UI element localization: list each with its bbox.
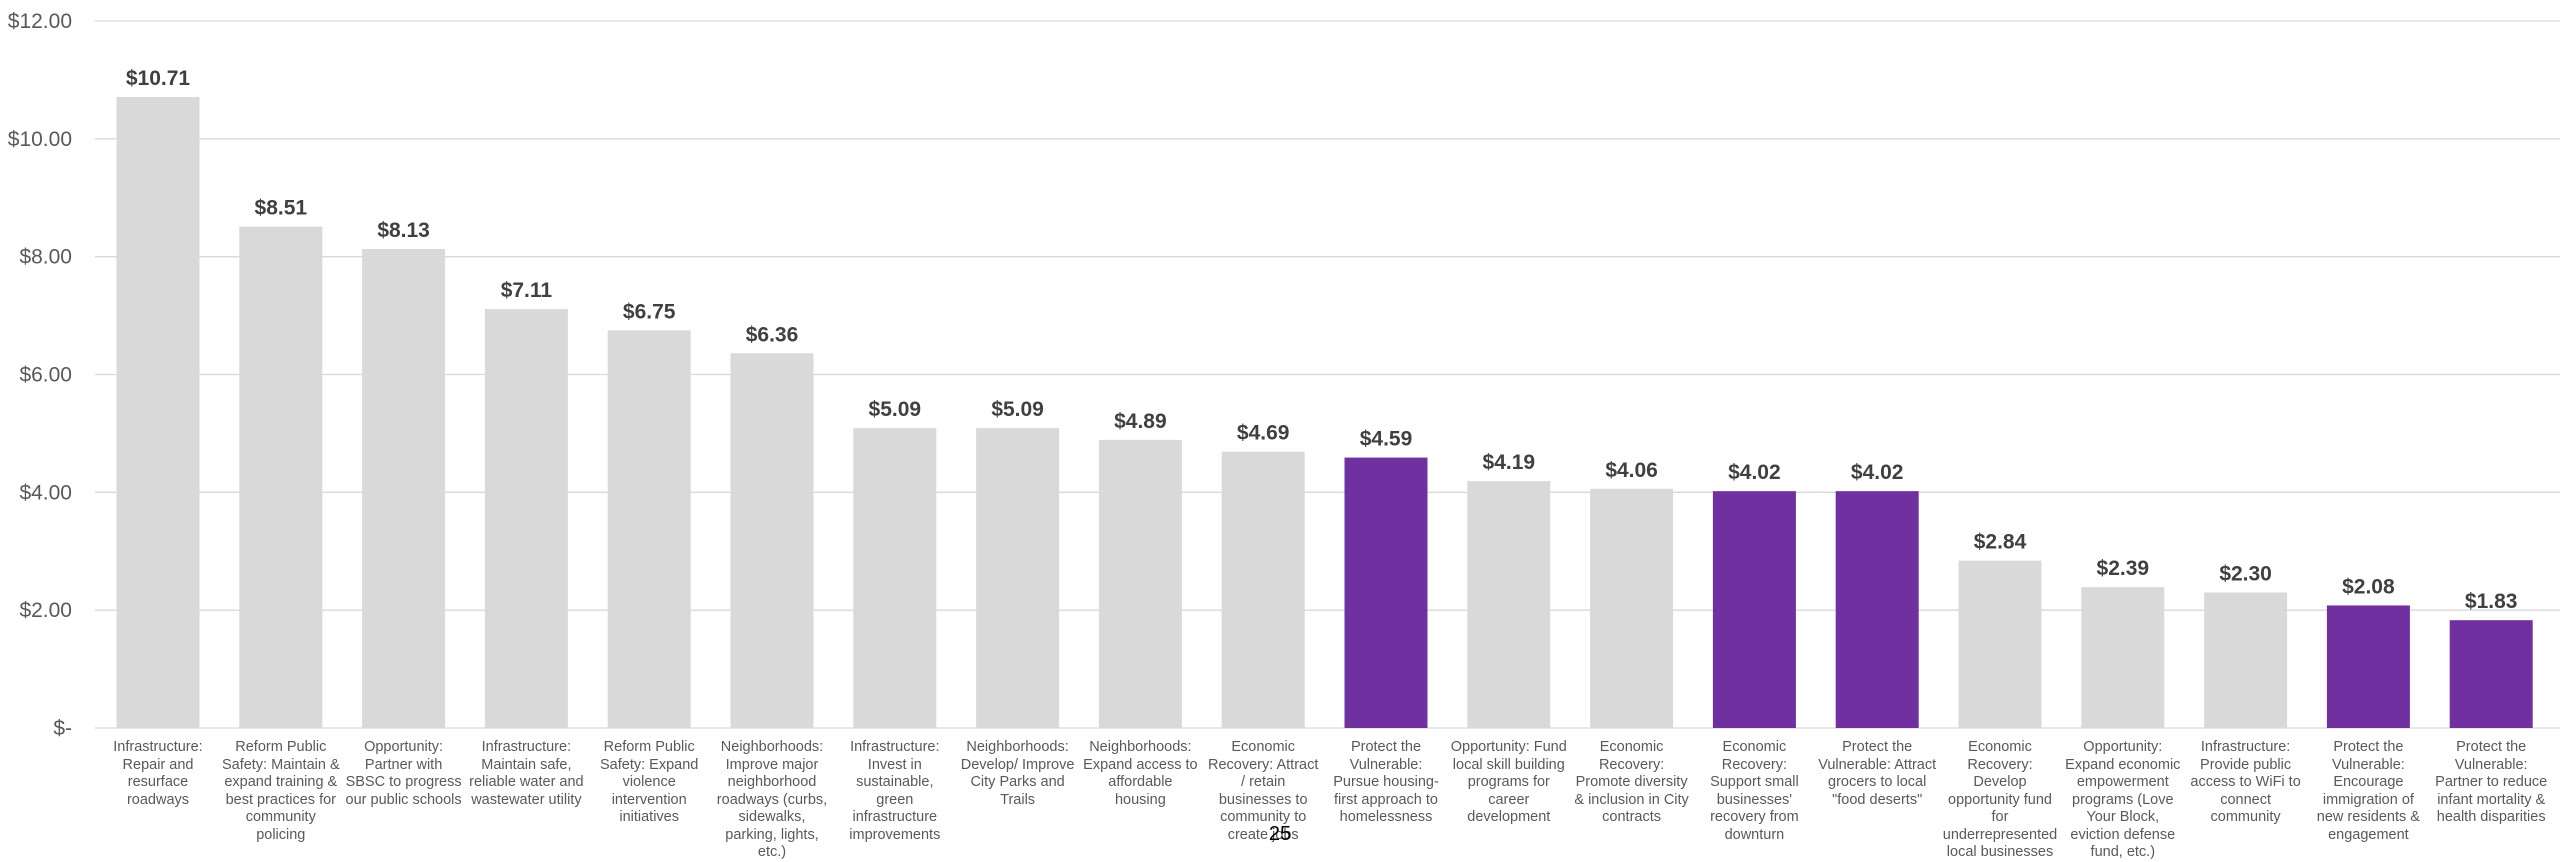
y-tick-label: $8.00 (19, 246, 72, 269)
data-label: $4.02 (1851, 461, 1904, 484)
data-label: $4.69 (1237, 422, 1290, 445)
x-tick-label: Neighborhoods: Expand access to affordab… (1083, 739, 1198, 808)
y-tick-label: $- (53, 717, 72, 740)
bar (2081, 587, 2165, 728)
bar (1344, 457, 1428, 728)
x-tick-label: Economic Recovery: Promote diversity & i… (1574, 739, 1689, 825)
y-tick-label: $6.00 (19, 364, 72, 387)
bars (116, 97, 2533, 728)
data-label: $4.19 (1483, 451, 1536, 474)
x-tick-label: Reform Public Safety: Expand violence in… (600, 739, 699, 825)
data-label: $4.02 (1728, 461, 1781, 484)
x-tick-label: Infrastructure: Repair and resurface roa… (113, 739, 203, 808)
bar (976, 428, 1060, 728)
data-label: $4.59 (1360, 428, 1413, 451)
data-label: $4.06 (1605, 459, 1658, 482)
x-tick-label: Protect the Vulnerable: Partner to reduc… (2435, 739, 2548, 825)
x-tick-label: Opportunity: Fund local skill building p… (1450, 739, 1567, 825)
data-label: $8.13 (377, 219, 430, 242)
bar (1712, 491, 1796, 728)
y-tick-label: $2.00 (19, 599, 72, 622)
bar (2204, 592, 2288, 728)
data-label: $2.39 (2097, 557, 2150, 580)
x-tick-label: Infrastructure: Provide public access to… (2190, 739, 2301, 825)
data-label: $10.71 (126, 67, 191, 90)
bar (484, 309, 568, 728)
bar (1098, 439, 1182, 728)
bar (2326, 605, 2410, 728)
bar (607, 330, 691, 728)
data-label: $6.36 (746, 323, 799, 346)
data-label: $8.51 (255, 197, 308, 220)
bar (1221, 451, 1305, 728)
x-tick-label: Reform Public Safety: Maintain & expand … (221, 739, 340, 843)
y-axis: $- $2.00 $4.00 $6.00 $8.00 $10.00 $12.00 (8, 10, 72, 740)
x-tick-label: Protect the Vulnerable: Attract grocers … (1818, 739, 1937, 808)
data-label: $2.30 (2219, 562, 2272, 585)
data-label: $7.11 (501, 279, 553, 302)
y-tick-label: $4.00 (19, 481, 72, 504)
bar (1590, 488, 1674, 728)
bar (730, 353, 814, 728)
x-tick-label: Opportunity: Partner with SBSC to progre… (345, 739, 462, 808)
x-tick-label: Protect the Vulnerable: Pursue housing-f… (1333, 739, 1439, 825)
x-tick-label: Infrastructure: Maintain safe, reliable … (469, 739, 584, 808)
bar (1835, 491, 1919, 728)
data-labels: $10.71 $8.51 $8.13 $7.11 $6.75 $6.36 $5.09 $5.0… (126, 67, 2518, 613)
x-tick-label: Neighborhoods: Improve major neighborhoo… (716, 739, 828, 860)
x-tick-label: Protect the Vulnerable: Encourage immigr… (2316, 739, 2420, 843)
bar (362, 249, 446, 728)
data-label: $2.84 (1974, 531, 2027, 554)
x-tick-label: Opportunity: Expand economic empowerment… (2065, 739, 2181, 860)
data-label: $5.09 (869, 398, 922, 421)
x-tick-label: Economic Recovery: Develop opportunity f… (1942, 739, 2058, 860)
gridlines (95, 20, 2560, 729)
bar (116, 97, 200, 728)
data-label: $2.08 (2342, 575, 2395, 598)
data-label: $6.75 (623, 300, 676, 323)
x-tick-label: Infrastructure: Invest in sustainable, g… (849, 739, 941, 843)
bar (1958, 560, 2042, 728)
bar (2449, 620, 2533, 728)
data-label: $1.83 (2465, 590, 2518, 613)
data-label: $5.09 (991, 398, 1044, 421)
bar (853, 428, 937, 728)
page-number: 25 (1268, 823, 1292, 845)
y-tick-label: $12.00 (8, 10, 72, 33)
data-label: $4.89 (1114, 410, 1167, 433)
x-tick-label: Economic Recovery: Support small busines… (1710, 739, 1799, 843)
bar (239, 226, 323, 728)
x-tick-label: Economic Recovery: Attract / retain busi… (1207, 739, 1319, 843)
bar (1467, 481, 1551, 728)
x-tick-label: Neighborhoods: Develop/ Improve City Par… (960, 739, 1075, 808)
y-tick-label: $10.00 (8, 128, 72, 151)
